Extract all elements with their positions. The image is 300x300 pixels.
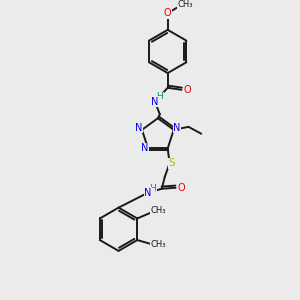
Text: N: N — [144, 188, 152, 198]
Text: O: O — [184, 85, 191, 95]
Text: N: N — [151, 97, 159, 106]
Text: N: N — [141, 143, 149, 154]
Text: CH₃: CH₃ — [150, 241, 166, 250]
Text: H: H — [150, 184, 156, 193]
Text: N: N — [173, 123, 180, 133]
Text: CH₃: CH₃ — [150, 206, 166, 215]
Text: O: O — [178, 183, 185, 193]
Text: S: S — [168, 158, 175, 168]
Text: O: O — [164, 8, 172, 18]
Text: H: H — [156, 92, 163, 101]
Text: N: N — [135, 123, 143, 133]
Text: CH₃: CH₃ — [178, 0, 193, 9]
